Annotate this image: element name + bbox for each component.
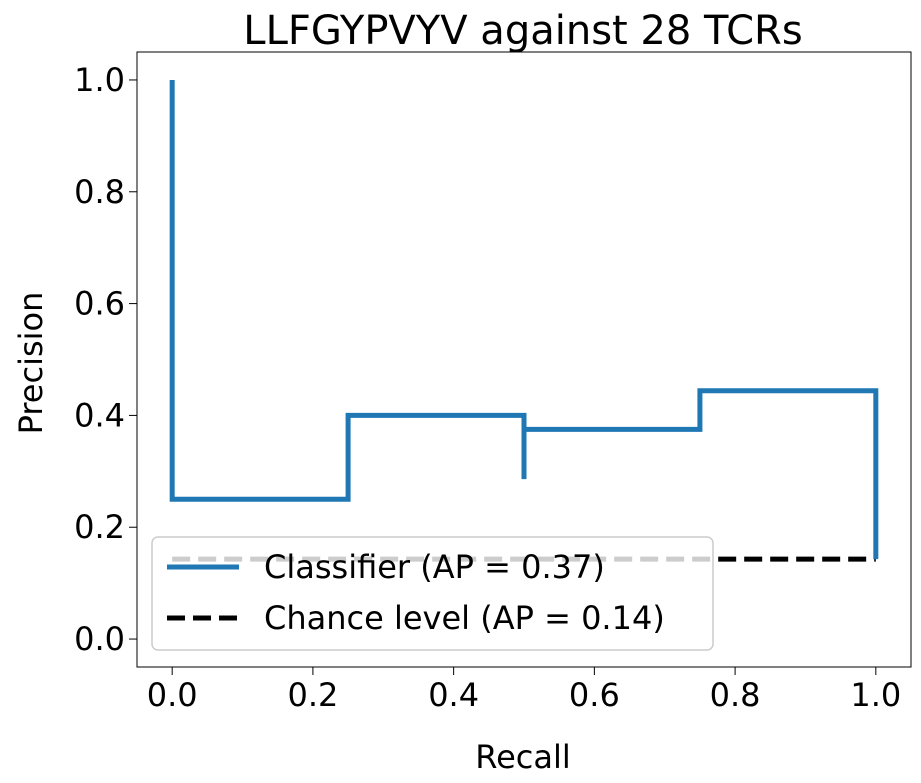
y-ticks: 0.0 0.2 0.4 0.6 0.8 1.0	[74, 61, 137, 658]
y-tick-label: 0.6	[74, 285, 125, 323]
x-tick-label: 0.2	[287, 676, 338, 714]
legend-label-classifier: Classifier (AP = 0.37)	[264, 548, 605, 586]
x-tick-label: 0.6	[569, 676, 620, 714]
y-tick-label: 0.2	[74, 508, 125, 546]
y-axis-label: Precision	[12, 292, 50, 435]
y-tick-label: 0.0	[74, 620, 125, 658]
x-tick-label: 1.0	[850, 676, 901, 714]
series-layer	[169, 79, 879, 562]
x-tick-label: 0.8	[710, 676, 761, 714]
x-axis-label: Recall	[475, 738, 570, 776]
x-tick-label: 0.4	[428, 676, 479, 714]
y-tick-label: 0.4	[74, 396, 125, 434]
legend: Classifier (AP = 0.37) Chance level (AP …	[151, 536, 714, 651]
legend-box	[151, 536, 714, 651]
legend-label-chance-level: Chance level (AP = 0.14)	[264, 599, 665, 637]
chart-title: LLFGYPVYV against 28 TCRs	[243, 8, 802, 54]
y-tick-label: 1.0	[74, 61, 125, 99]
x-ticks: 0.0 0.2 0.4 0.6 0.8 1.0	[147, 667, 901, 714]
x-tick-label: 0.0	[147, 676, 198, 714]
y-tick-label: 0.8	[74, 173, 125, 211]
plot-frame	[136, 51, 912, 668]
series-line-classifier	[169, 79, 879, 560]
